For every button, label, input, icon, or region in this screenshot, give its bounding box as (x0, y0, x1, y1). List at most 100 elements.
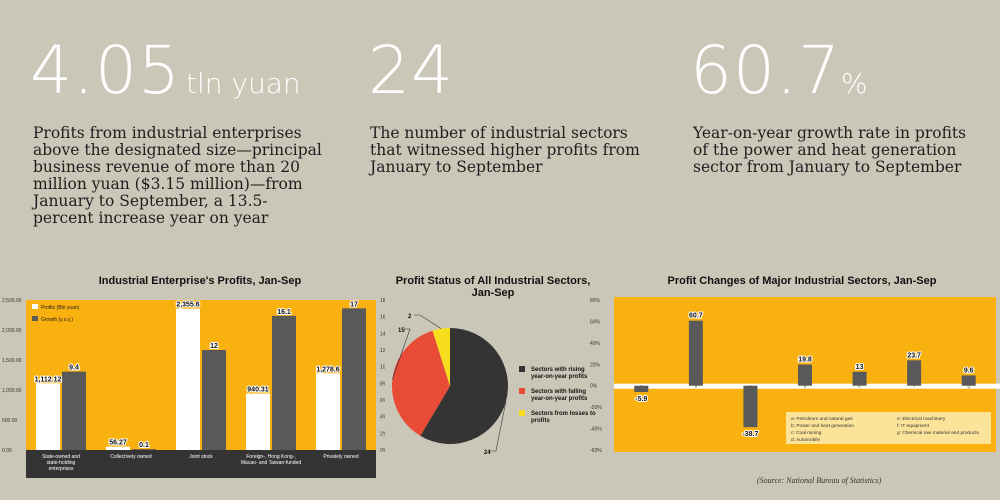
growth-bar (272, 315, 296, 450)
right-tick-label: 10% (380, 365, 385, 371)
stat-1-unit: tln yuan (186, 67, 301, 100)
stat-2-number: 24 (368, 32, 454, 109)
sector-data-label: -38.7 (742, 431, 758, 438)
left-tick-label: 2,000.00 (2, 328, 22, 334)
profit-bar (106, 446, 130, 450)
sector-key-item: c: Coal mining (791, 430, 822, 436)
growth-bar (62, 371, 86, 450)
pie-slice (420, 328, 508, 444)
profit-data-label: 2,355.6 (176, 302, 199, 309)
stat-1-number: 4.05 (30, 32, 181, 109)
growth-data-label: 17 (350, 301, 358, 308)
profit-bar (176, 308, 200, 450)
profits-by-ownership-chart: 0.00 500.00 1,000.00 1,500.00 2,000.00 2,500.… (2, 298, 385, 478)
right-tick-label: 0% (380, 448, 385, 454)
legend-label-growth: Growth (y.o.y.) (41, 317, 73, 323)
pie-legend-swatch (519, 366, 525, 372)
sector-key-item: d: Automobile (791, 437, 820, 443)
sector-key-box (786, 412, 991, 444)
growth-data-label: 9.4 (69, 365, 79, 372)
left-tick-label: 2,500.00 (2, 298, 22, 304)
profit-data-label: 940.31 (247, 387, 269, 394)
sector-category-label: e (858, 384, 861, 389)
y-tick-label: -60% (590, 448, 602, 454)
pie-legend-label: Sectors with rising year-on-year profits (531, 367, 588, 380)
sector-status-pie-chart: 24 15 2 Sectors with rising year-on-year pro… (392, 314, 596, 456)
sector-key-item: e: Electrical machinery (897, 416, 946, 422)
y-tick-label: -20% (590, 405, 602, 411)
y-tick-label: 80% (590, 298, 601, 304)
sector-data-label: 9.6 (964, 367, 974, 374)
pie-legend-label: Sectors from losses to profits (531, 411, 596, 424)
stat-3-text: Year-on-year growth rate in profits of t… (693, 124, 967, 176)
chart-1-category-band (26, 450, 376, 478)
sector-data-label: 60.7 (689, 313, 703, 320)
growth-data-label: 0.1 (139, 442, 149, 449)
right-tick-label: 4% (380, 415, 385, 421)
pie-slice (392, 330, 450, 436)
growth-bar (342, 308, 366, 450)
legend-swatch-growth (32, 316, 38, 321)
pie-legend-label: Sectors with falling year-on-year profits (531, 389, 588, 402)
stat-1-text: Profits from industrial enterprises abov… (33, 124, 322, 227)
zero-band (614, 383, 1000, 389)
right-tick-label: 16% (380, 315, 385, 321)
chart-1-title: Industrial Enterprise's Profits, Jan-Sep (98, 275, 302, 287)
sector-data-label: 19.8 (798, 357, 812, 364)
growth-data-label: 16.1 (277, 309, 291, 316)
right-tick-label: 2% (380, 431, 385, 437)
sector-key-item: a: Petroleum and natural gas (791, 416, 853, 422)
stat-3-unit: % (840, 67, 868, 100)
stat-2-text: The number of industrial sectors that wi… (370, 124, 640, 176)
stat-1-value: 4.05 tln yuan (30, 38, 301, 104)
growth-bar (132, 449, 156, 450)
sector-category-label: d (804, 384, 807, 389)
y-tick-label: 20% (590, 362, 601, 368)
sector-bar (961, 375, 976, 386)
sector-profit-change-chart: -60% -40% -20% 0% 20% 40% 60% 80% -5.9 a 60.7 b -38.… (590, 297, 1000, 454)
right-tick-label: 18% (380, 298, 385, 304)
profit-bar (316, 373, 340, 450)
left-tick-label: 0.00 (2, 448, 12, 454)
sector-key-item: b: Power and heat generation (791, 423, 854, 429)
sector-bar (907, 360, 922, 386)
growth-bar (202, 350, 226, 450)
right-tick-label: 6% (380, 398, 385, 404)
y-tick-label: 60% (590, 319, 601, 325)
y-tick-label: 40% (590, 341, 601, 347)
stat-2-value: 24 (368, 38, 454, 104)
pie-leader-line (392, 328, 411, 380)
pie-slice (432, 328, 450, 386)
sector-category-label: f (914, 384, 916, 389)
sector-data-label: -5.9 (635, 396, 647, 403)
category-label: Collectively owned (110, 454, 152, 460)
sector-category-label: b (695, 384, 698, 389)
profit-data-label: 1,278.6 (316, 366, 339, 373)
category-label: Privately owned (323, 454, 359, 460)
pie-legend-swatch (519, 388, 525, 394)
pie-legend-swatch (519, 410, 525, 416)
pie-value-label: 2 (408, 314, 412, 320)
right-tick-label: 14% (380, 331, 385, 337)
right-tick-label: 8% (380, 381, 385, 387)
category-label: State-owned and state-holding enterprises (42, 454, 80, 472)
sector-bar (798, 364, 812, 386)
legend-label-profits: Profits (Bln yuan) (41, 305, 80, 311)
y-tick-label: -40% (590, 427, 602, 433)
sector-category-label: a (640, 384, 643, 389)
chart-3-title: Profit Changes of Major Industrial Secto… (667, 275, 937, 287)
sector-bar (688, 320, 703, 386)
profit-data-label: 1,112.12 (35, 376, 62, 383)
pie-leader-line (489, 401, 507, 452)
sector-bar (634, 385, 649, 393)
left-tick-label: 1,000.00 (2, 388, 22, 394)
profit-bar (36, 383, 60, 450)
sector-data-label: 13 (856, 364, 864, 371)
sector-bar (743, 385, 758, 428)
stat-3-number: 60.7 (690, 32, 841, 109)
source-note: (Source: National Bureau of Statistics) (757, 476, 882, 485)
category-label: Foreign-, Hong Kong-, Macao- and Taiwan-f… (241, 454, 301, 466)
sector-category-label: c (749, 384, 752, 389)
stat-3-value: 60.7% (690, 38, 868, 104)
left-tick-label: 500.00 (2, 418, 18, 424)
